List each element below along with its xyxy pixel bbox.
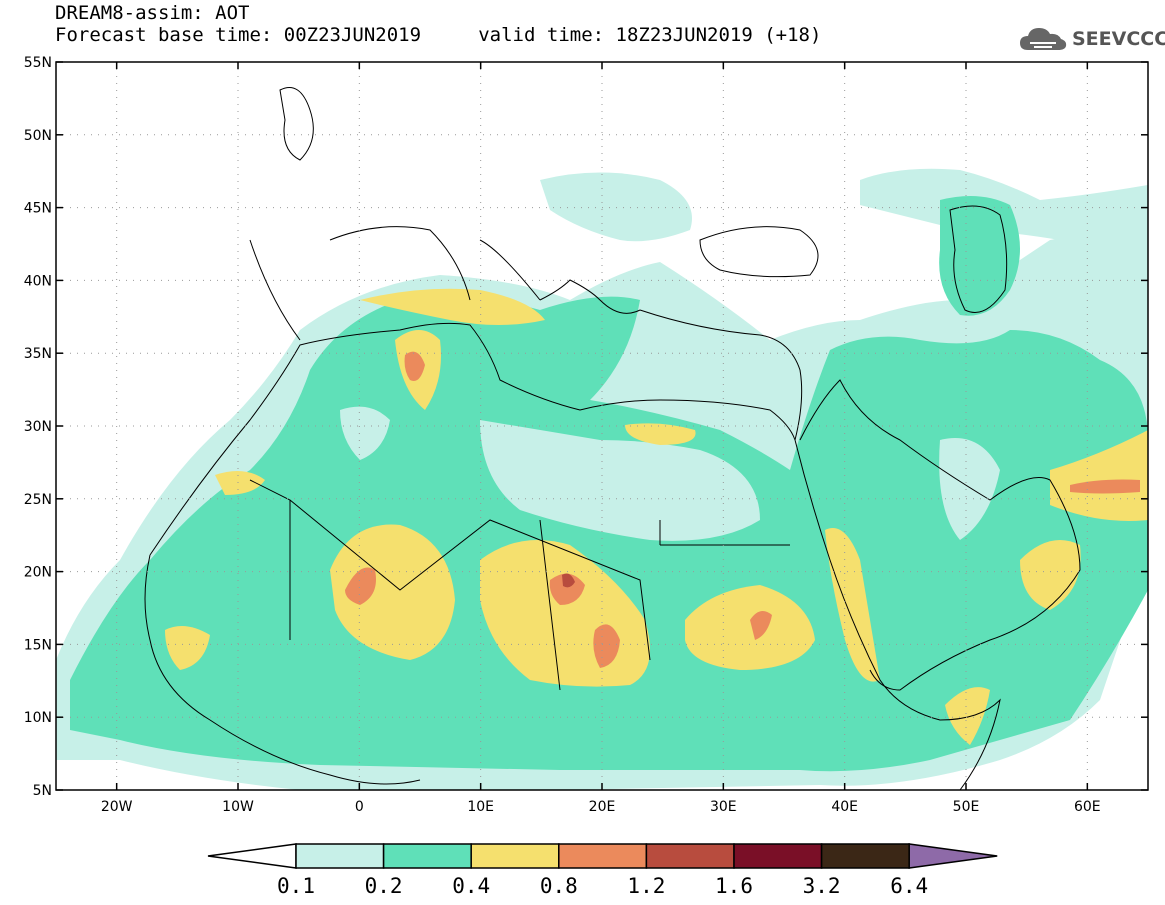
colorbar-under-arrow [207, 843, 297, 869]
aot-layer-0.8-chad-n [549, 573, 585, 605]
coast-britain [279, 87, 314, 161]
map-grid [56, 62, 1148, 790]
coast-black-sea [699, 226, 819, 278]
colorbar-segment [820, 843, 910, 869]
lat-tick-label: 50N [24, 128, 52, 144]
colorbar-level-label: 0.1 [277, 874, 315, 898]
aot-layer-0.2-caspian [939, 196, 1020, 316]
lon-tick-label: 20E [589, 799, 616, 815]
border-sahara [249, 479, 790, 691]
aot-field [56, 168, 1148, 790]
cloud-icon [1020, 28, 1067, 50]
logo-text: SEEVCCC [1072, 28, 1165, 50]
lat-tick-label: 10N [24, 710, 52, 726]
colorbar-level-label: 3.2 [803, 874, 841, 898]
colorbar-over-arrow [908, 843, 998, 869]
colorbar-level-label: 0.8 [540, 874, 578, 898]
aot-layer-0.4-gulf [1050, 430, 1148, 521]
map-title: DREAM8-assim: AOT [55, 2, 250, 24]
lon-tick-label: 40E [831, 799, 858, 815]
lon-tick-label: 10E [467, 799, 494, 815]
coast-europe [249, 226, 641, 341]
aot-layer-0.4-morocco [215, 471, 265, 495]
lat-tick-label: 25N [24, 492, 52, 508]
lon-tick-label: 20W [101, 799, 133, 815]
lon-tick-label: 10W [222, 799, 254, 815]
colorbar-segment [470, 843, 560, 869]
colorbar-segment [645, 843, 735, 869]
lat-tick-label: 55N [24, 55, 52, 71]
colorbar-level-label: 0.2 [365, 874, 403, 898]
aot-hole-arabia [939, 438, 1000, 540]
aot-layer-0.8-algeria [404, 351, 425, 381]
colorbar-segment [295, 843, 385, 869]
aot-layer-0.4-libya [625, 423, 696, 445]
seevccc-logo: SEEVCCC [1018, 22, 1165, 56]
lat-tick-label: 40N [24, 273, 52, 289]
lat-tick-label: 20N [24, 565, 52, 581]
coast-africa-west [144, 554, 421, 785]
aot-layer-0.4-sudan [685, 585, 815, 670]
colorbar-level-label: 0.4 [452, 874, 490, 898]
lon-tick-label: 0 [355, 799, 364, 815]
aot-layer-0.4-oman [1020, 540, 1081, 610]
longitude-ticks: 20W 10W 0 10E 20E 30E 40E 50E 60E [101, 62, 1101, 815]
coast-levant [639, 309, 803, 441]
aot-layer-0.4-senegal [165, 626, 210, 670]
colorbar-segment [558, 843, 648, 869]
lat-tick-label: 15N [24, 637, 52, 653]
aot-layer-0.8-chad-s [593, 624, 620, 668]
colorbar-segment [733, 843, 823, 869]
lon-tick-label: 30E [710, 799, 737, 815]
aot-layer-0.4-med [360, 288, 545, 325]
colorbar: 0.1 0.2 0.4 0.8 1.2 1.6 3.2 6.4 [207, 843, 998, 898]
colorbar-level-label: 1.2 [627, 874, 665, 898]
aot-layer-0.4-redsea [825, 528, 880, 682]
aot-layer-0.4-somalia [945, 687, 990, 745]
aot-layer-1.2 [562, 573, 575, 588]
aot-layer-0.1-balkans [540, 172, 692, 242]
aot-hole-sahara-w [340, 406, 390, 460]
lat-tick-label: 30N [24, 419, 52, 435]
lat-tick-label: 5N [33, 783, 52, 799]
aot-layer-0.2 [70, 296, 1148, 772]
lat-tick-label: 35N [24, 346, 52, 362]
colorbar-segment [382, 843, 472, 869]
forecast-time-line: Forecast base time: 00Z23JUN2019 valid t… [55, 24, 822, 46]
aot-hole-libya [480, 420, 760, 541]
lat-tick-label: 45N [24, 201, 52, 217]
lon-tick-label: 50E [953, 799, 980, 815]
lon-tick-label: 60E [1074, 799, 1101, 815]
coast-africa-north [149, 322, 796, 556]
coast-arabia [799, 379, 1081, 691]
coast-caspian [949, 205, 1008, 313]
aot-layer-0.8-gulf [1070, 479, 1140, 494]
aot-layer-0.8-sudan [750, 611, 772, 640]
coastlines [144, 87, 1081, 790]
latitude-ticks: 5N 10N 15N 20N 25N 30N 35N 40N 45N 50N 55N [24, 55, 1148, 799]
coast-redsea [794, 439, 1001, 790]
colorbar-level-label: 1.6 [715, 874, 753, 898]
colorbar-level-label: 6.4 [890, 874, 928, 898]
aot-layer-0.8-mali [345, 567, 376, 605]
